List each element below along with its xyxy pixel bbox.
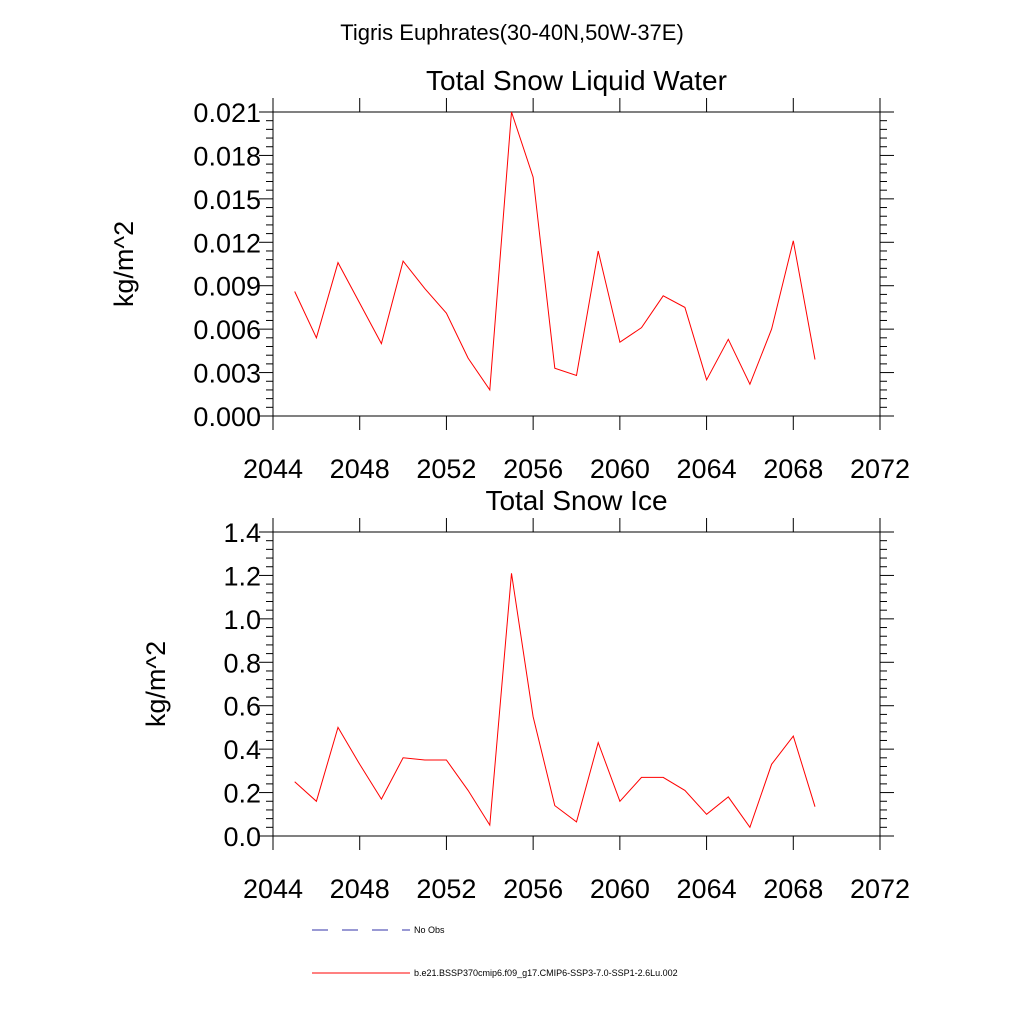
x-tick-label: 2048 — [330, 874, 390, 904]
y-tick-label: 0.003 — [193, 359, 261, 389]
x-tick-label: 2064 — [677, 874, 737, 904]
y-tick-label: 0.4 — [223, 735, 261, 765]
plot-frame — [272, 111, 881, 417]
x-tick-label: 2064 — [677, 454, 737, 484]
panel-snow-ice: Total Snow Ice 0.0 0.2 0.4 0.6 0.8 1.0 1.2 1.4 20… — [141, 485, 910, 904]
x-tick-label: 2044 — [243, 874, 303, 904]
y-tick-label: 0.8 — [223, 648, 261, 678]
x-tick-label: 2044 — [243, 454, 303, 484]
panel-snow-liquid-water: Total Snow Liquid Water 0.000 0.003 0.006 0.… — [109, 65, 910, 484]
figure-title: Tigris Euphrates(30-40N,50W-37E) — [340, 20, 684, 45]
y-tick-label: 0.021 — [193, 98, 261, 128]
y-tick-label: 0.6 — [223, 692, 261, 722]
x-tick-label: 2060 — [590, 874, 650, 904]
y-tick-label: 0.2 — [223, 779, 261, 809]
x-tick-label: 2072 — [850, 454, 910, 484]
x-tick-label: 2052 — [416, 874, 476, 904]
y-tick-label: 0.012 — [193, 228, 261, 258]
plot-frame — [272, 531, 881, 837]
panel-title: Total Snow Ice — [485, 485, 667, 516]
y-tick-label: 1.0 — [223, 605, 261, 635]
y-tick-label: 1.2 — [223, 561, 261, 591]
y-tick-label: 0.009 — [193, 272, 261, 302]
legend-no-obs-label: No Obs — [414, 925, 445, 935]
x-tick-label: 2072 — [850, 874, 910, 904]
x-tick-label: 2056 — [503, 454, 563, 484]
panel-title: Total Snow Liquid Water — [426, 65, 727, 96]
y-tick-label: 0.018 — [193, 141, 261, 171]
x-tick-label: 2052 — [416, 454, 476, 484]
y-axis-label: kg/m^2 — [109, 221, 139, 307]
y-tick-label: 0.0 — [223, 822, 261, 852]
y-axis-label: kg/m^2 — [141, 641, 171, 727]
y-tick-label: 0.015 — [193, 185, 261, 215]
y-tick-label: 0.006 — [193, 315, 261, 345]
y-tick-label: 1.4 — [223, 518, 261, 548]
series-line — [294, 573, 816, 829]
x-tick-label: 2056 — [503, 874, 563, 904]
x-tick-label: 2060 — [590, 454, 650, 484]
series-line — [294, 111, 816, 392]
legend-model-label: b.e21.BSSP370cmip6.f09_g17.CMIP6-SSP3-7.… — [414, 968, 678, 978]
legend: No Obs b.e21.BSSP370cmip6.f09_g17.CMIP6-… — [312, 925, 678, 978]
x-tick-label: 2068 — [763, 874, 823, 904]
x-tick-label: 2068 — [763, 454, 823, 484]
x-tick-label: 2048 — [330, 454, 390, 484]
y-tick-label: 0.000 — [193, 402, 261, 432]
